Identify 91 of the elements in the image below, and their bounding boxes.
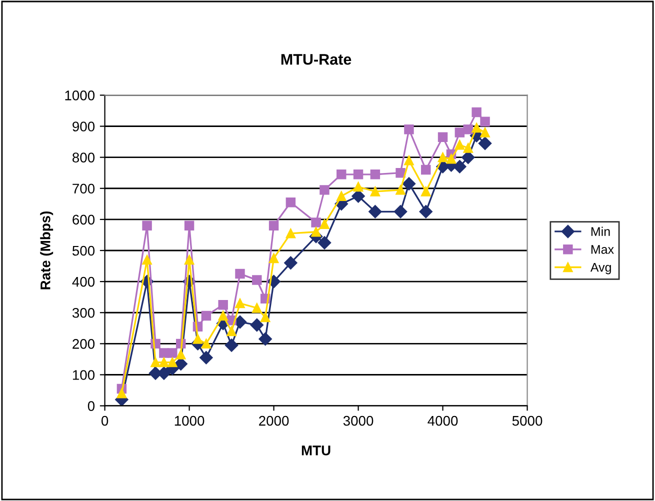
point: [320, 219, 330, 229]
x-tick-label: 0: [101, 416, 108, 426]
point: [480, 128, 490, 138]
legend-label: Avg: [590, 263, 611, 274]
point: [184, 254, 194, 265]
y-tick-label: 300: [72, 308, 95, 318]
x-tick-label: 3000: [343, 416, 374, 426]
point: [454, 128, 465, 138]
point: [235, 298, 245, 308]
point: [368, 205, 382, 218]
point: [252, 303, 262, 313]
legend-label: Max: [591, 245, 614, 254]
point: [396, 168, 406, 178]
point: [286, 197, 296, 208]
y-tick-label: 0: [88, 401, 95, 411]
y-tick-label: 500: [72, 246, 95, 256]
point: [438, 152, 448, 162]
point: [472, 122, 482, 133]
point: [252, 275, 262, 285]
point: [268, 220, 279, 231]
point: [463, 124, 473, 134]
point: [218, 310, 228, 321]
x-tick-label: 2000: [259, 416, 289, 426]
point: [419, 205, 432, 218]
point: [336, 191, 346, 202]
x-tick-label: 4000: [428, 416, 458, 426]
x-tick-label: 1000: [174, 416, 204, 426]
point: [226, 326, 236, 336]
point: [168, 348, 178, 358]
point: [402, 177, 416, 190]
point: [311, 218, 321, 228]
point: [394, 205, 408, 218]
point: [454, 140, 465, 150]
point: [250, 318, 264, 332]
point: [286, 228, 296, 238]
point: [404, 156, 414, 166]
point: [260, 312, 270, 322]
point: [462, 150, 475, 164]
x-tick-label: 5000: [512, 416, 542, 426]
point: [200, 351, 213, 364]
point: [174, 357, 188, 370]
point: [446, 154, 456, 164]
point: [176, 350, 186, 360]
point: [159, 348, 169, 358]
point: [421, 164, 431, 175]
point: [116, 388, 127, 398]
point: [159, 357, 169, 368]
point: [218, 300, 228, 310]
point: [472, 107, 482, 118]
y-tick-label: 900: [72, 122, 95, 132]
y-tick-label: 600: [72, 214, 95, 225]
point: [404, 124, 414, 134]
point: [336, 170, 346, 180]
y-tick-label: 700: [72, 184, 95, 194]
point: [201, 310, 212, 321]
point: [142, 220, 152, 231]
point: [438, 132, 448, 142]
chart-title: MTU-Rate: [281, 54, 352, 65]
point: [235, 268, 245, 279]
point: [150, 357, 160, 368]
point: [421, 186, 431, 196]
point: [311, 227, 321, 237]
point: [168, 357, 178, 368]
point: [224, 338, 238, 352]
point: [353, 170, 364, 180]
y-tick-label: 1000: [65, 90, 95, 100]
point: [284, 256, 298, 270]
point: [353, 182, 364, 192]
point: [184, 220, 194, 231]
y-tick-label: 400: [72, 276, 95, 287]
point: [453, 160, 466, 174]
point: [192, 334, 203, 344]
point: [258, 332, 272, 346]
y-tick-label: 200: [72, 339, 95, 349]
point: [268, 253, 279, 264]
y-tick-label: 800: [72, 152, 95, 162]
point: [478, 136, 492, 150]
legend-label: Min: [591, 226, 610, 236]
y-tick-label: 100: [72, 370, 95, 380]
point: [480, 116, 490, 126]
y-axis-title: Rate (Mbps): [40, 211, 54, 290]
point: [463, 143, 473, 153]
x-axis-title: MTU: [302, 446, 330, 456]
point: [320, 185, 330, 195]
point: [352, 190, 365, 203]
point: [201, 338, 212, 349]
point: [370, 170, 380, 180]
point: [370, 186, 380, 196]
point: [318, 236, 332, 250]
point: [142, 254, 152, 265]
point: [396, 185, 406, 195]
